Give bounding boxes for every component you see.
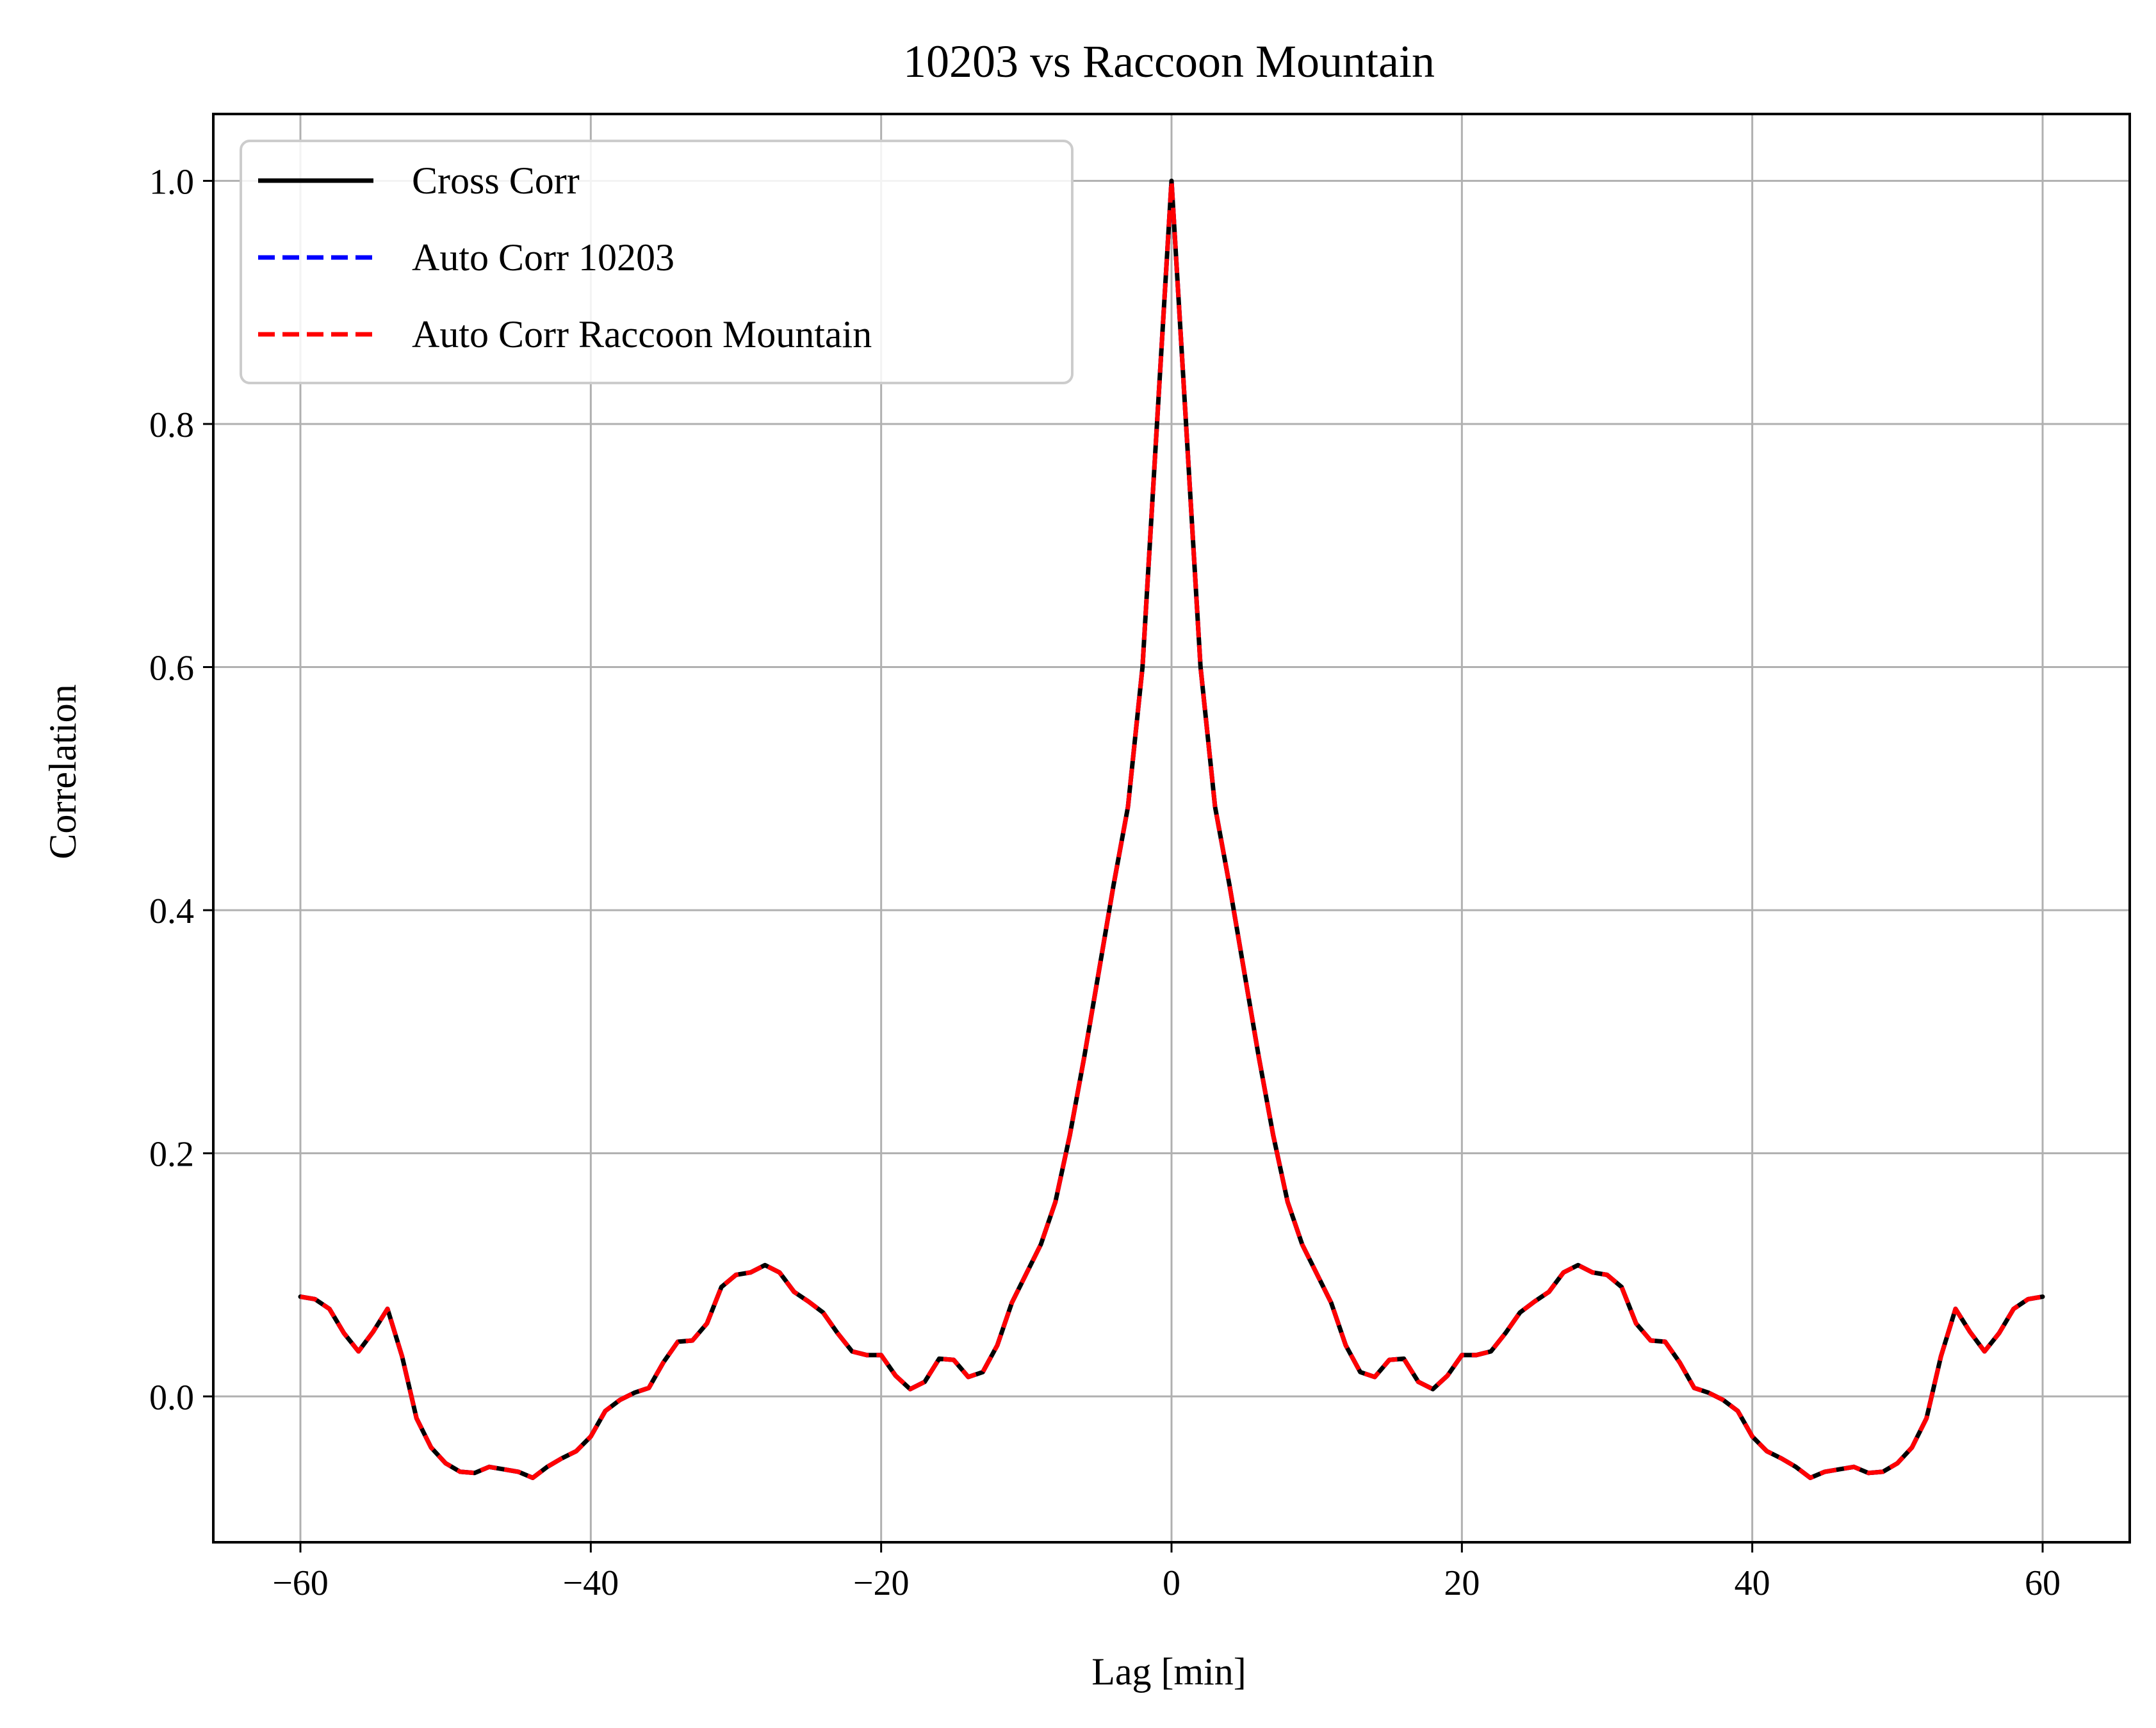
x-axis-label: Lag [min]	[1091, 1651, 1246, 1693]
series-line-3	[300, 178, 2043, 1480]
x-tick-label: 60	[2025, 1563, 2061, 1603]
x-tick-label: 40	[1735, 1563, 1770, 1603]
legend-entries: Cross Corr Auto Corr 10203 Auto Corr Racco…	[258, 159, 872, 355]
legend-label-2: Auto Corr 10203	[412, 236, 674, 279]
legend: Cross Corr Auto Corr 10203 Auto Corr Racco…	[240, 140, 1074, 384]
y-tick-label: 0.0	[149, 1378, 194, 1417]
y-tick-label: 0.2	[149, 1135, 194, 1175]
y-tick-label: 0.4	[149, 892, 194, 931]
x-tick-label: 20	[1444, 1563, 1480, 1603]
legend-box	[240, 140, 1074, 384]
y-tick-label: 1.0	[149, 162, 194, 202]
x-tick-label: 0	[1163, 1563, 1180, 1603]
legend-label-1: Cross Corr	[412, 159, 580, 202]
chart-title: 10203 vs Raccoon Mountain	[903, 36, 1435, 87]
y-axis-label: Correlation	[42, 684, 84, 859]
y-tick-label: 0.6	[149, 649, 194, 689]
x-tick-label: −20	[853, 1563, 910, 1603]
axis-ticks: −60 −40 −20 0 20 40 60 0.0 0.2 0.4 0.6 0.8 1.0	[149, 162, 2061, 1603]
plot-lines	[298, 178, 2045, 1480]
y-tick-label: 0.8	[149, 405, 194, 445]
legend-label-3: Auto Corr Raccoon Mountain	[412, 313, 872, 355]
x-tick-label: −40	[563, 1563, 619, 1603]
x-tick-label: −60	[272, 1563, 329, 1603]
